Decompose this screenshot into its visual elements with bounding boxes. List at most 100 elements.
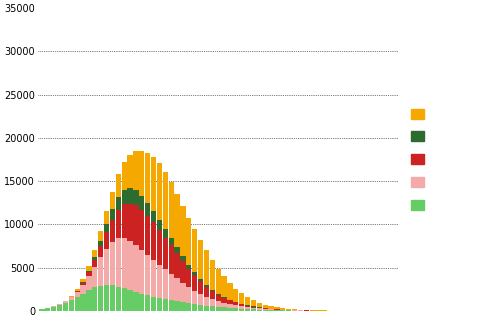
Bar (221, 276, 227, 297)
Bar (151, 297, 156, 311)
Bar (227, 300, 233, 304)
Bar (110, 285, 115, 311)
Bar (139, 210, 145, 250)
Bar (133, 245, 139, 292)
Bar (92, 267, 97, 288)
Bar (127, 204, 133, 241)
Bar (286, 310, 291, 311)
Bar (127, 241, 133, 290)
Bar (245, 307, 250, 309)
Bar (180, 283, 185, 302)
Bar (180, 302, 185, 311)
Bar (51, 306, 56, 307)
Bar (257, 308, 262, 310)
Bar (263, 305, 268, 308)
Bar (63, 303, 68, 311)
Bar (210, 290, 215, 291)
Bar (192, 229, 197, 272)
Bar (98, 246, 103, 257)
Bar (215, 301, 221, 307)
Bar (92, 288, 97, 311)
Bar (86, 276, 92, 290)
Bar (98, 231, 103, 241)
Bar (57, 304, 62, 305)
Bar (116, 210, 121, 238)
Bar (92, 250, 97, 257)
Bar (174, 253, 180, 279)
Bar (92, 260, 97, 267)
Bar (198, 281, 203, 294)
Bar (257, 310, 262, 311)
Bar (257, 303, 262, 308)
Bar (192, 272, 197, 275)
Bar (169, 300, 174, 311)
Bar (192, 304, 197, 311)
Bar (239, 293, 245, 304)
Bar (133, 205, 139, 245)
Bar (92, 257, 97, 260)
Bar (127, 155, 133, 188)
Bar (39, 309, 45, 311)
Bar (69, 300, 74, 311)
Bar (51, 307, 56, 311)
Bar (86, 272, 92, 276)
Bar (74, 292, 80, 297)
Bar (215, 269, 221, 294)
Bar (269, 306, 274, 309)
Bar (251, 309, 256, 311)
Bar (157, 220, 162, 230)
Bar (157, 298, 162, 311)
Bar (145, 203, 151, 216)
Bar (180, 261, 185, 283)
Bar (80, 280, 86, 282)
Bar (74, 289, 80, 291)
Bar (86, 266, 92, 271)
Bar (145, 256, 151, 295)
Bar (163, 238, 168, 270)
Bar (145, 295, 151, 311)
Bar (251, 307, 256, 308)
Bar (169, 238, 174, 246)
Bar (174, 194, 180, 247)
Bar (157, 230, 162, 265)
Bar (104, 232, 109, 248)
Bar (192, 275, 197, 291)
Bar (133, 151, 139, 190)
Bar (280, 310, 285, 311)
Bar (116, 287, 121, 311)
Bar (151, 157, 156, 211)
Bar (145, 153, 151, 203)
Bar (163, 270, 168, 299)
Bar (122, 204, 127, 238)
Bar (186, 303, 191, 311)
Bar (204, 306, 209, 311)
Bar (145, 216, 151, 256)
Bar (122, 190, 127, 204)
Bar (280, 308, 285, 310)
Bar (104, 212, 109, 224)
Bar (198, 294, 203, 305)
Bar (116, 238, 121, 287)
Bar (227, 308, 233, 311)
Bar (215, 307, 221, 311)
Bar (163, 172, 168, 229)
Bar (157, 265, 162, 298)
Bar (74, 291, 80, 292)
Bar (245, 306, 250, 307)
Bar (221, 297, 227, 298)
Bar (110, 242, 115, 285)
Bar (151, 260, 156, 297)
Bar (127, 290, 133, 311)
Bar (227, 304, 233, 308)
Bar (221, 302, 227, 308)
Bar (245, 305, 250, 306)
Legend: , , , , : , , , , (407, 105, 431, 214)
Bar (163, 229, 168, 238)
Bar (127, 188, 133, 204)
Bar (74, 297, 80, 311)
Bar (110, 220, 115, 242)
Bar (210, 291, 215, 299)
Bar (104, 248, 109, 285)
Bar (274, 310, 279, 311)
Bar (227, 299, 233, 300)
